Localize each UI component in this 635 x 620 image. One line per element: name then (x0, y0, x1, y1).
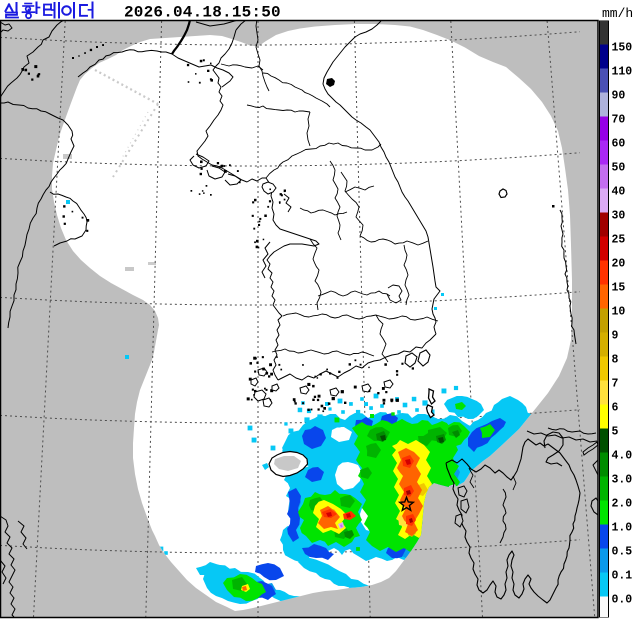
svg-text:5: 5 (612, 426, 619, 439)
svg-text:40: 40 (612, 186, 626, 199)
svg-text:0.1: 0.1 (612, 570, 633, 583)
svg-text:9: 9 (612, 330, 619, 343)
svg-text:110: 110 (612, 66, 633, 79)
svg-text:1.0: 1.0 (612, 522, 633, 535)
svg-text:50: 50 (612, 162, 626, 175)
svg-text:8: 8 (612, 354, 619, 367)
svg-text:70: 70 (612, 114, 626, 127)
svg-text:15: 15 (612, 282, 626, 295)
svg-text:mm/h: mm/h (602, 6, 633, 21)
svg-text:7: 7 (612, 378, 619, 391)
svg-text:60: 60 (612, 138, 626, 151)
svg-text:4.0: 4.0 (612, 450, 633, 463)
svg-text:10: 10 (612, 306, 626, 319)
svg-text:0.5: 0.5 (612, 546, 633, 559)
svg-text:6: 6 (612, 402, 619, 415)
svg-text:150: 150 (612, 42, 633, 55)
svg-text:20: 20 (612, 258, 626, 271)
svg-text:30: 30 (612, 210, 626, 223)
svg-text:2.0: 2.0 (612, 498, 633, 511)
svg-text:25: 25 (612, 234, 626, 247)
svg-text:2026.04.18.15:50: 2026.04.18.15:50 (124, 4, 281, 22)
svg-text:0.0: 0.0 (612, 594, 633, 607)
svg-text:3.0: 3.0 (612, 474, 633, 487)
svg-text:90: 90 (612, 90, 626, 103)
